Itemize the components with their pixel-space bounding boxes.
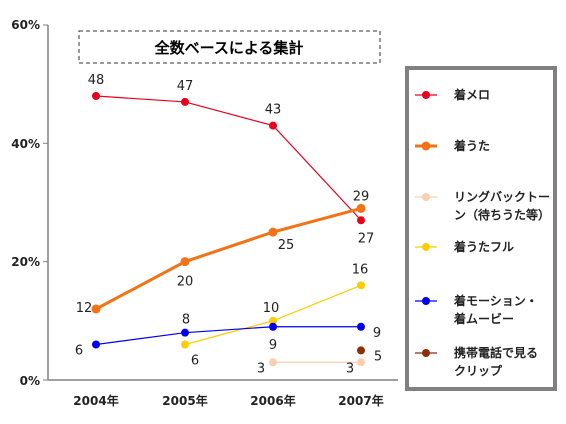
- data-point-clip: [357, 346, 365, 355]
- data-point-utafull: [357, 281, 365, 290]
- series-layer: [91, 92, 366, 367]
- data-label-uta: 29: [353, 189, 370, 204]
- data-label-motion: 9: [269, 338, 277, 353]
- chart-title-box: [78, 30, 381, 64]
- data-point-utafull: [269, 316, 277, 325]
- data-label-melo: 48: [88, 73, 105, 88]
- x-tick-label: 2005年: [162, 393, 207, 408]
- data-label-melo: 27: [358, 231, 375, 246]
- series-line-melo: [95, 95, 362, 221]
- y-tick-label: 0%: [20, 374, 40, 388]
- data-point-melo: [181, 97, 189, 106]
- data-point-motion: [357, 322, 365, 331]
- y-tick-label: 40%: [11, 137, 40, 151]
- data-label-motion: 9: [373, 326, 381, 341]
- y-tick-label: 20%: [11, 255, 40, 269]
- data-label-uta: 12: [76, 301, 93, 316]
- data-label-motion: 6: [75, 344, 83, 359]
- legend-label-uta: 着うた: [453, 138, 490, 153]
- legend-marker-motion: [422, 297, 430, 305]
- data-label-motion: 8: [182, 313, 190, 328]
- legend-label-melo: 着メロ: [453, 87, 490, 102]
- data-point-ringback: [269, 358, 277, 367]
- legend-item-melo: 着メロ: [415, 87, 490, 102]
- legend-box: [405, 66, 557, 391]
- legend-item-utafull: 着うたフル: [415, 239, 514, 254]
- data-point-utafull: [181, 340, 189, 349]
- data-label-melo: 43: [265, 103, 282, 118]
- legend-label-clip-line2: クリップ: [454, 363, 503, 378]
- data-label-uta: 20: [177, 275, 194, 290]
- data-point-uta: [356, 203, 366, 213]
- data-point-melo: [269, 121, 277, 130]
- x-tick-label: 2006年: [250, 393, 295, 408]
- data-label-clip: 5: [374, 349, 382, 364]
- data-label-utafull: 16: [352, 262, 369, 277]
- legend-label-clip-line1: 携帯電話で見る: [454, 345, 538, 360]
- data-label-ringback: 3: [346, 361, 354, 376]
- legend-item-ringback: リングバックトー ン（待ちうた等）: [415, 189, 550, 222]
- data-label-utafull: 6: [191, 354, 199, 369]
- data-point-uta: [180, 257, 190, 267]
- data-label-melo: 47: [177, 79, 194, 94]
- data-point-ringback: [357, 358, 365, 367]
- legend: 着メロ 着うた リングバックトー ン（待ちうた等） 着うたフル 着モーション・ …: [405, 66, 557, 391]
- data-point-motion: [269, 322, 277, 331]
- x-tick-label: 2007年: [338, 393, 383, 408]
- y-tick-label: 60%: [11, 18, 40, 32]
- legend-item-uta: 着うた: [415, 138, 490, 153]
- legend-item-motion: 着モーション・ 着ムービー: [415, 293, 538, 326]
- legend-marker-ringback: [422, 193, 430, 201]
- data-label-utafull: 10: [263, 301, 280, 316]
- legend-marker-utafull: [422, 243, 430, 251]
- legend-label-motion-line1: 着モーション・: [453, 293, 538, 308]
- legend-marker-uta: [421, 141, 431, 151]
- x-tick-label: 2004年: [73, 393, 118, 408]
- legend-item-clip: 携帯電話で見る クリップ: [415, 345, 538, 378]
- data-label-ringback: 3: [257, 361, 265, 376]
- legend-label-ringback-line2: ン（待ちうた等）: [454, 207, 550, 222]
- legend-label-ringback-line1: リングバックトー: [454, 189, 550, 204]
- data-label-uta: 25: [278, 238, 295, 253]
- data-point-uta: [91, 304, 101, 314]
- series-line-motion: [95, 326, 361, 346]
- legend-label-utafull: 着うたフル: [453, 239, 514, 254]
- legend-marker-melo: [422, 91, 430, 99]
- data-point-uta: [268, 227, 278, 237]
- legend-label-motion-line2: 着ムービー: [453, 311, 514, 326]
- data-point-melo: [92, 92, 100, 100]
- data-point-melo: [357, 216, 365, 225]
- data-point-motion: [181, 328, 189, 337]
- data-point-motion: [92, 340, 100, 349]
- legend-marker-clip: [422, 349, 430, 357]
- chart-title: 全数ベースによる集計: [154, 39, 304, 57]
- series-line-uta: [95, 206, 362, 311]
